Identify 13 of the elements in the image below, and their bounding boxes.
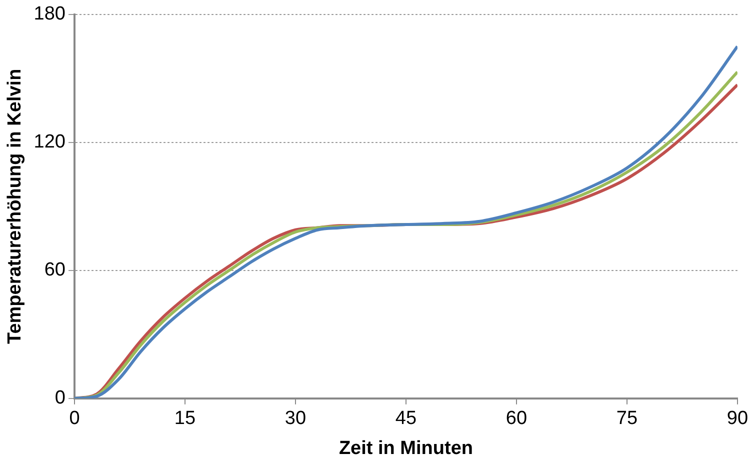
y-tick-label: 180 <box>34 4 66 25</box>
y-tick-label: 120 <box>34 132 66 153</box>
x-axis-title: Zeit in Minuten <box>338 438 473 459</box>
x-tick-label: 45 <box>395 408 417 430</box>
x-tick-label: 15 <box>174 408 196 430</box>
x-tick-label: 90 <box>726 408 748 430</box>
x-tick-label: 75 <box>616 408 638 430</box>
x-tick-label: 30 <box>284 408 306 430</box>
y-tick-label: 60 <box>44 260 66 281</box>
y-axis-title: Temperaturerhöhung in Kelvin <box>4 68 26 344</box>
x-tick-label: 60 <box>506 408 528 430</box>
x-tick-label: 0 <box>69 408 80 430</box>
y-tick-label: 0 <box>54 388 66 409</box>
